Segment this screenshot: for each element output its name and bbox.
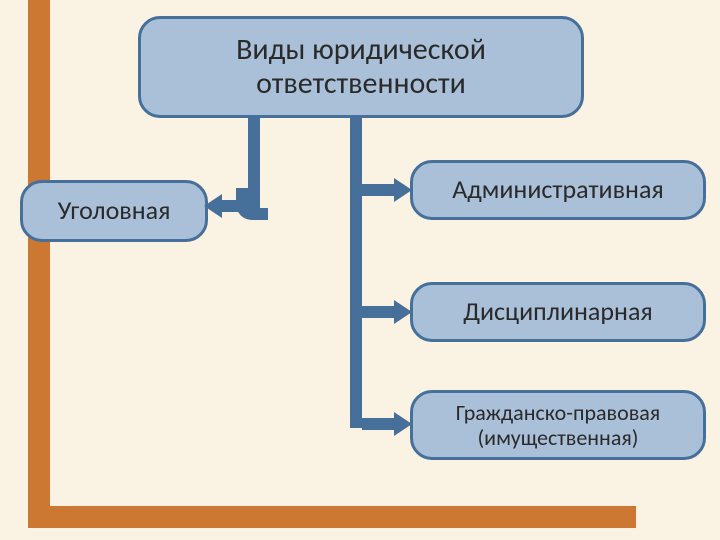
title-node: Виды юридическойответственности	[138, 16, 584, 118]
conn-title-to-left-v	[248, 118, 260, 208]
node-administrative: Административная	[410, 160, 706, 220]
conn-title-to-left-h	[214, 200, 260, 212]
conn-branch-2-h	[362, 306, 398, 318]
node-criminal: Уголовная	[20, 180, 208, 242]
diagram-canvas: Виды юридическойответственности Уголовна…	[0, 0, 720, 540]
node-administrative-label: Административная	[452, 175, 664, 205]
node-criminal-label: Уголовная	[58, 196, 171, 226]
node-disciplinary: Дисциплинарная	[410, 282, 706, 342]
conn-branch-3-h	[362, 418, 398, 430]
conn-trunk-v	[350, 118, 362, 428]
conn-branch-1-h	[362, 184, 398, 196]
node-civil: Гражданско-правовая(имущественная)	[410, 390, 706, 460]
title-text: Виды юридическойответственности	[236, 33, 486, 102]
conn-title-to-left-elbow	[236, 188, 268, 220]
node-disciplinary-label: Дисциплинарная	[463, 297, 652, 327]
node-civil-label: Гражданско-правовая(имущественная)	[456, 400, 660, 451]
